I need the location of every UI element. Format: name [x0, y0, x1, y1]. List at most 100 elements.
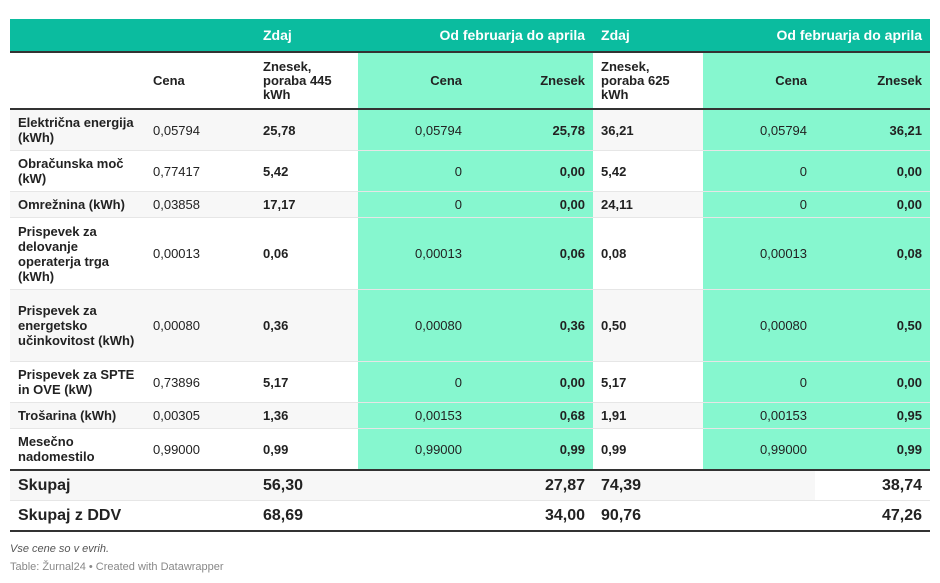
- table-cell: 0: [703, 191, 816, 218]
- table-row: Trošarina (kWh) 0,00305 1,36 0,00153 0,68 1,9…: [10, 402, 931, 429]
- source-credit: Table: Žurnal24 • Created with Datawrapp…: [10, 561, 224, 573]
- row-label: Trošarina (kWh): [10, 402, 145, 429]
- table-cell: 0,99000: [703, 428, 816, 471]
- total-cell: [145, 469, 255, 501]
- group-header-feb-apr-625: Od februarja do aprila: [703, 19, 931, 53]
- table-cell: 0,36: [470, 289, 594, 362]
- table-cell: 0,99: [815, 428, 931, 471]
- table-cell: 0,03858: [145, 191, 255, 218]
- column-header[interactable]: Znesek, poraba 625 kWh: [593, 52, 704, 110]
- total-cell: 47,26: [815, 500, 931, 532]
- table-row: Prispevek za delovanje operaterja trga (…: [10, 217, 931, 290]
- total-cell: [358, 469, 470, 501]
- price-table: Zdaj Od februarja do aprila Zdaj Od febr…: [10, 19, 931, 532]
- column-header[interactable]: Znesek: [815, 52, 931, 110]
- group-header-row: Zdaj Od februarja do aprila Zdaj Od febr…: [10, 19, 931, 53]
- table-cell: 25,78: [255, 109, 358, 151]
- table-cell: 36,21: [815, 109, 931, 151]
- table-cell: 0: [703, 361, 816, 403]
- total-cell: 90,76: [593, 500, 704, 532]
- column-header[interactable]: Znesek: [470, 52, 594, 110]
- table-cell: 0,99: [255, 428, 358, 471]
- table-cell: 5,42: [255, 150, 358, 192]
- total-cell: 74,39: [593, 469, 704, 501]
- table-row: Mesečno nadomestilo 0,99000 0,99 0,99000 0,9…: [10, 428, 931, 471]
- table-cell: 5,17: [255, 361, 358, 403]
- group-header-now-625: Zdaj: [593, 19, 704, 53]
- total-cell: [703, 469, 816, 501]
- table-cell: 0,99000: [358, 428, 470, 471]
- row-label: Mesečno nadomestilo: [10, 428, 145, 471]
- table-cell: 0: [358, 361, 470, 403]
- table-row: Prispevek za energetsko učinkovitost (kW…: [10, 289, 931, 362]
- column-header[interactable]: Cena: [358, 52, 470, 110]
- table-cell: 0,00: [470, 191, 594, 218]
- group-header-feb-apr-445: Od februarja do aprila: [358, 19, 594, 53]
- total-cell: 38,74: [815, 469, 931, 501]
- table-cell: 0,00153: [703, 402, 816, 429]
- table-cell: 1,91: [593, 402, 704, 429]
- column-header[interactable]: Znesek, poraba 445 kWh: [255, 52, 358, 110]
- table-cell: 0,00153: [358, 402, 470, 429]
- table-cell: 0,00080: [145, 289, 255, 362]
- column-header[interactable]: Cena: [145, 52, 255, 110]
- row-label: Omrežnina (kWh): [10, 191, 145, 218]
- column-header[interactable]: Cena: [703, 52, 816, 110]
- table-cell: 0: [358, 191, 470, 218]
- table-cell: 0,05794: [703, 109, 816, 151]
- table-cell: 0,36: [255, 289, 358, 362]
- table-cell: 0,00: [470, 150, 594, 192]
- table-cell: 0,00080: [358, 289, 470, 362]
- table-cell: 24,11: [593, 191, 704, 218]
- table-cell: 0,08: [815, 217, 931, 290]
- table-cell: 0,08: [593, 217, 704, 290]
- table-cell: 5,42: [593, 150, 704, 192]
- table-cell: 17,17: [255, 191, 358, 218]
- total-row: Skupaj z DDV 68,69 34,00 90,76 47,26: [10, 500, 931, 532]
- group-header-now-445: Zdaj: [255, 19, 358, 53]
- footnote: Vse cene so v evrih.: [10, 543, 110, 555]
- table-cell: 0,73896: [145, 361, 255, 403]
- table-cell: 0,06: [255, 217, 358, 290]
- table-cell: 0,99: [593, 428, 704, 471]
- row-label: Prispevek za energetsko učinkovitost (kW…: [10, 289, 145, 362]
- total-label: Skupaj z DDV: [10, 500, 145, 532]
- row-label: Prispevek za delovanje operaterja trga (…: [10, 217, 145, 290]
- table-cell: 0: [358, 150, 470, 192]
- table-cell: 0,00: [815, 150, 931, 192]
- table-cell: 0,50: [593, 289, 704, 362]
- total-row: Skupaj 56,30 27,87 74,39 38,74: [10, 469, 931, 501]
- table-cell: 0: [703, 150, 816, 192]
- total-cell: 34,00: [470, 500, 594, 532]
- table-cell: 36,21: [593, 109, 704, 151]
- table-row: Obračunska moč (kW) 0,77417 5,42 0 0,00 5,42 0…: [10, 150, 931, 192]
- row-label: Prispevek za SPTE in OVE (kW): [10, 361, 145, 403]
- total-cell: [145, 500, 255, 532]
- table-row: Omrežnina (kWh) 0,03858 17,17 0 0,00 24,11 0 0,…: [10, 191, 931, 218]
- table-cell: 0,99000: [145, 428, 255, 471]
- table-cell: 0,00013: [703, 217, 816, 290]
- table-cell: 0,95: [815, 402, 931, 429]
- total-cell: 27,87: [470, 469, 594, 501]
- table-cell: 0,50: [815, 289, 931, 362]
- table-cell: 0,05794: [358, 109, 470, 151]
- column-header-row: Cena Znesek, poraba 445 kWh Cena Znesek Znes…: [10, 52, 931, 110]
- table-cell: 0,00305: [145, 402, 255, 429]
- table-cell: 1,36: [255, 402, 358, 429]
- table-cell: 0,77417: [145, 150, 255, 192]
- table-cell: 0,00013: [145, 217, 255, 290]
- group-header-empty: [10, 19, 255, 53]
- total-cell: 56,30: [255, 469, 358, 501]
- table-cell: 0,06: [470, 217, 594, 290]
- table-cell: 5,17: [593, 361, 704, 403]
- column-header[interactable]: [10, 52, 145, 110]
- table-row: Električna energija (kWh) 0,05794 25,78 0,0…: [10, 109, 931, 151]
- table-cell: 0,00: [815, 361, 931, 403]
- total-cell: [703, 500, 816, 532]
- table-cell: 0,00: [815, 191, 931, 218]
- total-label: Skupaj: [10, 469, 145, 501]
- table-cell: 0,68: [470, 402, 594, 429]
- row-label: Obračunska moč (kW): [10, 150, 145, 192]
- table-cell: 0,99: [470, 428, 594, 471]
- total-cell: 68,69: [255, 500, 358, 532]
